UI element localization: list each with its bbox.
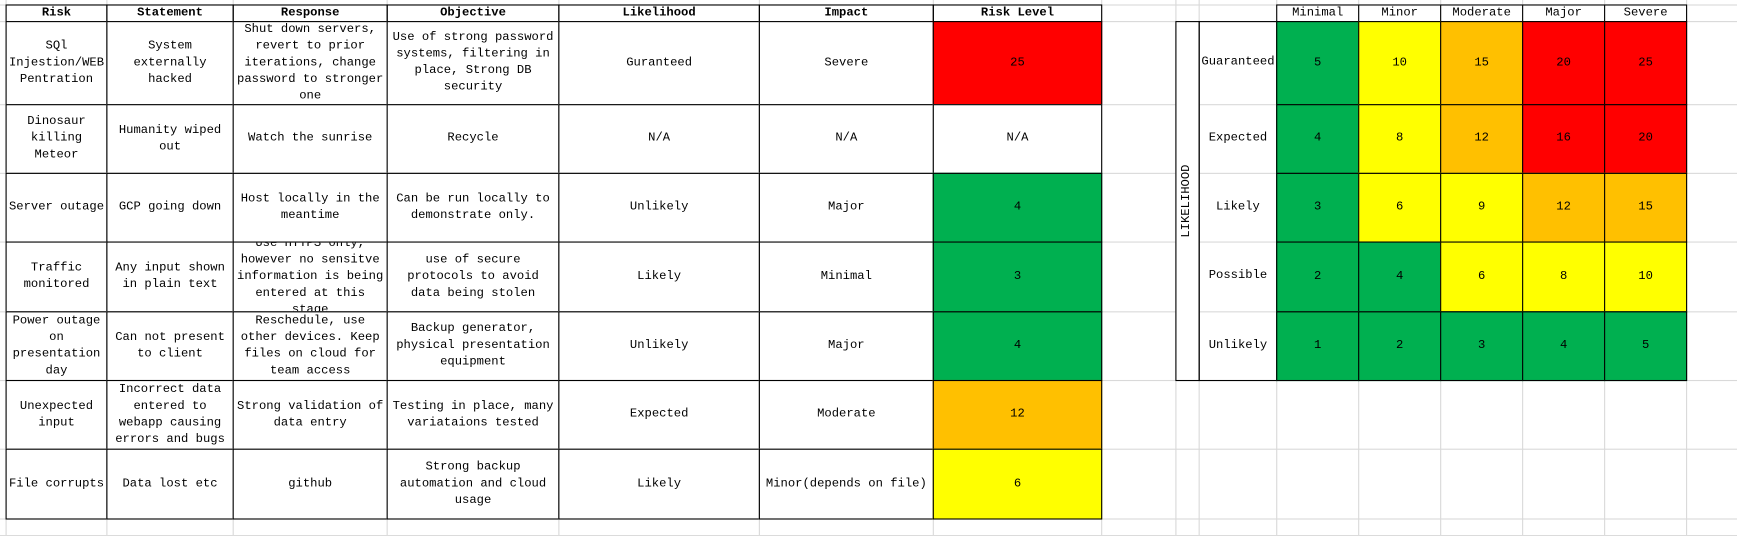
table-cell: N/A [558, 104, 760, 174]
risk-level-cell: 12 [933, 380, 1102, 450]
column-header: Response [233, 4, 388, 22]
table-cell: Minor(depends on file) [759, 449, 934, 520]
matrix-axis-label: LIKELIHOOD [1175, 21, 1199, 381]
matrix-row-label: Possible [1200, 241, 1276, 311]
matrix-cell: 3 [1440, 311, 1523, 381]
matrix-cell: 12 [1522, 173, 1605, 243]
matrix-row-label: Unlikely [1200, 311, 1276, 380]
table-cell: Any input shown in plain text [106, 241, 233, 312]
matrix-cell: 20 [1604, 104, 1687, 174]
table-cell: Watch the sunrise [233, 104, 388, 174]
table-cell: Humanity wiped out [106, 104, 233, 174]
matrix-cell: 6 [1358, 173, 1441, 243]
risk-level-cell: 4 [933, 173, 1102, 243]
table-cell: Incorrect data entered to webapp causing… [106, 380, 233, 450]
matrix-cell: 1 [1276, 311, 1359, 381]
column-header: Impact [759, 4, 934, 22]
table-cell: Reschedule, use other devices. Keep file… [233, 311, 388, 381]
column-header: Likelihood [558, 4, 760, 22]
matrix-column-header: Minimal [1276, 4, 1359, 22]
risk-level-cell: 3 [933, 241, 1102, 312]
matrix-cell: 2 [1276, 241, 1359, 312]
matrix-cell: 15 [1440, 21, 1523, 105]
table-cell: use of secure protocols to avoid data be… [387, 241, 560, 312]
table-cell: GCP going down [106, 173, 233, 243]
table-cell: Power outage on presentation day [6, 311, 108, 381]
matrix-column-header: Moderate [1440, 4, 1523, 22]
table-cell: Expected [558, 380, 760, 450]
table-cell: Can not present to client [106, 311, 233, 381]
table-cell: System externally hacked [106, 21, 233, 105]
table-cell: Unexpected input [6, 380, 108, 450]
table-cell: Minimal [759, 241, 934, 312]
matrix-cell: 9 [1440, 173, 1523, 243]
matrix-cell: 20 [1522, 21, 1605, 105]
table-cell: Use HTTPS only, however no sensitve info… [233, 241, 388, 312]
matrix-cell: 4 [1358, 241, 1441, 312]
table-cell: Server outage [6, 173, 108, 243]
matrix-column-header: Severe [1604, 4, 1687, 22]
table-cell: Likely [558, 449, 760, 520]
table-cell: Unlikely [558, 173, 760, 243]
table-cell: SQl Injestion/WEB Pentration [6, 21, 108, 105]
column-header: Risk Level [933, 4, 1102, 22]
matrix-cell: 10 [1358, 21, 1441, 105]
matrix-row-label: Expected [1200, 104, 1276, 173]
matrix-cell: 8 [1522, 241, 1605, 312]
matrix-cell: 16 [1522, 104, 1605, 174]
table-cell: Host locally in the meantime [233, 173, 388, 243]
table-cell: Moderate [759, 380, 934, 450]
axis-label-text: LIKELIHOOD [1179, 164, 1196, 237]
table-cell: Traffic monitored [6, 241, 108, 312]
table-cell: Unlikely [558, 311, 760, 381]
matrix-cell: 5 [1276, 21, 1359, 105]
matrix-cell: 12 [1440, 104, 1523, 174]
risk-level-cell: N/A [933, 104, 1102, 174]
table-cell: Dinosaur killing Meteor [6, 104, 108, 174]
matrix-cell: 4 [1522, 311, 1605, 381]
matrix-cell: 6 [1440, 241, 1523, 312]
column-header: Risk [6, 4, 108, 22]
table-cell: Severe [759, 21, 934, 105]
table-cell: Shut down servers, revert to prior itera… [233, 21, 388, 105]
table-cell: github [233, 449, 388, 520]
risk-level-cell: 25 [933, 21, 1102, 105]
column-header: Statement [106, 4, 233, 22]
table-cell: Testing in place, many variataions teste… [387, 380, 560, 450]
table-cell: Likely [558, 241, 760, 312]
matrix-column-header: Major [1522, 4, 1605, 22]
table-cell: Use of strong password systems, filterin… [387, 21, 560, 105]
matrix-cell: 4 [1276, 104, 1359, 174]
table-cell: Recycle [387, 104, 560, 174]
matrix-cell: 5 [1604, 311, 1687, 381]
risk-level-cell: 4 [933, 311, 1102, 381]
matrix-row-label: Likely [1200, 173, 1276, 242]
matrix-column-header: Minor [1358, 4, 1441, 22]
table-cell: Major [759, 173, 934, 243]
table-cell: Data lost etc [106, 449, 233, 520]
matrix-cell: 2 [1358, 311, 1441, 381]
matrix-cell: 25 [1604, 21, 1687, 105]
table-cell: File corrupts [6, 449, 108, 520]
matrix-cell: 15 [1604, 173, 1687, 243]
table-cell: Strong backup automation and cloud usage [387, 449, 560, 520]
matrix-cell: 3 [1276, 173, 1359, 243]
table-cell: N/A [759, 104, 934, 174]
matrix-cell: 8 [1358, 104, 1441, 174]
table-cell: Guranteed [558, 21, 760, 105]
risk-level-cell: 6 [933, 449, 1102, 520]
table-cell: Strong validation of data entry [233, 380, 388, 450]
column-header: Objective [387, 4, 560, 22]
matrix-row-label: Guaranteed [1200, 21, 1276, 104]
table-cell: Backup generator, physical presentation … [387, 311, 560, 381]
matrix-cell: 10 [1604, 241, 1687, 312]
table-cell: Major [759, 311, 934, 381]
table-cell: Can be run locally to demonstrate only. [387, 173, 560, 243]
